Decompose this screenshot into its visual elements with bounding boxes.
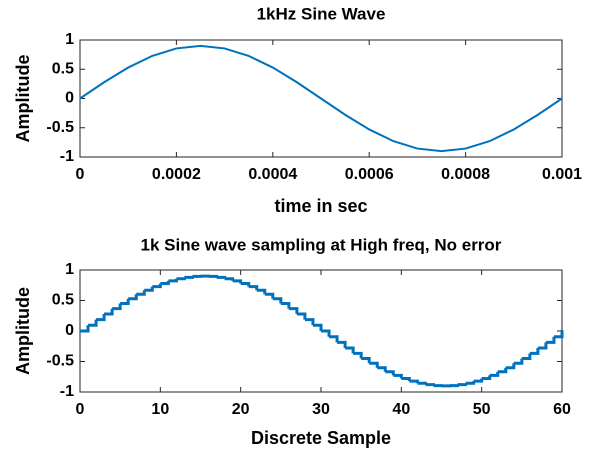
- stair-step: [272, 297, 283, 304]
- stair-step: [96, 314, 106, 322]
- y-tick-label: -1: [60, 383, 74, 400]
- stair-step: [120, 298, 130, 306]
- x-axis-label: Discrete Sample: [251, 428, 391, 448]
- y-tick-label: 1: [65, 31, 74, 48]
- stair-step: [521, 353, 532, 360]
- stair-step: [329, 335, 339, 343]
- stair-step: [208, 274, 219, 278]
- y-tick-label: 1: [65, 261, 74, 278]
- stair-step: [224, 277, 235, 281]
- y-axis-label: Amplitude: [13, 287, 33, 375]
- stair-step: [216, 275, 227, 279]
- x-tick-label: 0: [76, 401, 85, 418]
- stair-step: [529, 347, 540, 355]
- x-tick-label: 10: [151, 401, 169, 418]
- stair-step: [545, 336, 556, 344]
- stair-end: [560, 329, 564, 333]
- x-tick-label: 60: [553, 401, 571, 418]
- y-tick-label: -0.5: [46, 353, 74, 370]
- stair-step: [361, 356, 371, 364]
- stair-step: [425, 383, 435, 387]
- y-tick-label: 0.5: [52, 292, 74, 309]
- stair-step: [128, 294, 138, 301]
- x-tick-label: 20: [232, 401, 250, 418]
- x-tick-label: 40: [392, 401, 410, 418]
- stair-step: [457, 383, 468, 387]
- stair-step: [465, 381, 476, 385]
- x-tick-label: 0.0008: [441, 166, 490, 183]
- stair-step: [152, 283, 162, 289]
- stair-step: [184, 275, 194, 279]
- stair-step: [449, 384, 460, 388]
- x-tick-label: 50: [473, 401, 491, 418]
- stair-step: [296, 312, 307, 320]
- stair-step: [417, 381, 427, 385]
- stair-step: [80, 325, 90, 333]
- x-tick-label: 30: [312, 401, 330, 418]
- x-tick-label: 0.0002: [152, 166, 201, 183]
- stair-step: [321, 329, 331, 337]
- chart-title: 1kHz Sine Wave: [257, 4, 386, 23]
- stair-step: [288, 307, 299, 315]
- y-tick-label: 0.5: [52, 60, 74, 77]
- stair-step: [513, 358, 524, 365]
- stair-step: [248, 285, 259, 291]
- sine-line: [79, 44, 563, 153]
- stair-step: [353, 351, 363, 359]
- stair-step: [312, 323, 323, 331]
- chart-title: 1k Sine wave sampling at High freq, No e…: [141, 235, 502, 254]
- x-tick-label: 0.0004: [248, 166, 297, 183]
- x-tick-label: 0.0006: [345, 166, 394, 183]
- y-tick-label: 0: [65, 322, 74, 339]
- x-tick-label: 0.001: [542, 166, 582, 183]
- stair-step: [537, 342, 548, 350]
- x-tick-label: 0: [76, 166, 85, 183]
- stair-step: [112, 303, 122, 311]
- stair-step: [104, 308, 114, 316]
- x-axis-label: time in sec: [274, 196, 367, 216]
- stair-step: [337, 340, 347, 348]
- y-tick-label: 0: [65, 90, 74, 107]
- stair-step: [345, 346, 355, 354]
- stair-step: [369, 361, 379, 368]
- stair-step: [176, 277, 186, 281]
- stair-step: [553, 331, 564, 339]
- y-tick-label: -1: [60, 148, 74, 165]
- stair-step: [88, 319, 98, 327]
- stair-step: [489, 371, 500, 377]
- y-tick-label: -0.5: [46, 119, 74, 136]
- stair-step: [304, 318, 315, 326]
- stair-step: [280, 302, 291, 309]
- y-axis-label: Amplitude: [13, 55, 33, 143]
- stair-step: [393, 373, 403, 379]
